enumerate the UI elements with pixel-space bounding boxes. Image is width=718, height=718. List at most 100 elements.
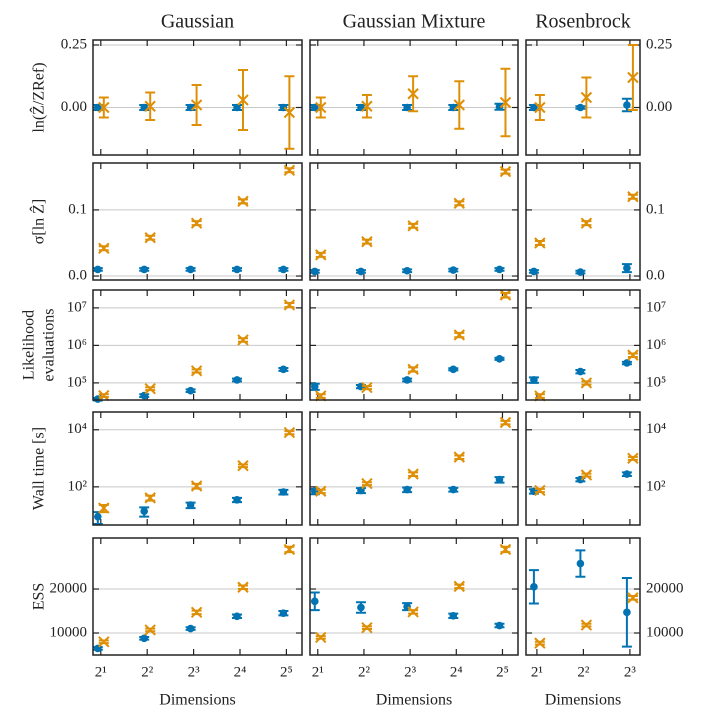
marker-x bbox=[580, 377, 593, 389]
panel-frame bbox=[92, 411, 303, 526]
panel-frame bbox=[525, 39, 641, 156]
marker-dot bbox=[403, 103, 411, 112]
y-tick-label: 20000 bbox=[646, 580, 684, 596]
marker-x bbox=[453, 99, 466, 111]
marker-dot bbox=[576, 559, 585, 568]
panel-title: Rosenbrock bbox=[535, 11, 631, 33]
marker-dot bbox=[310, 597, 319, 606]
marker-dot bbox=[449, 485, 458, 494]
panel-frame bbox=[525, 411, 641, 526]
marker-x bbox=[144, 383, 156, 395]
marker-x bbox=[98, 101, 110, 114]
x-tick-label: 2⁵ bbox=[280, 664, 293, 680]
y-tick-label: 10⁵ bbox=[646, 374, 666, 390]
marker-dot bbox=[94, 512, 102, 521]
x-tick-label: 2¹ bbox=[95, 664, 107, 680]
panel-title: Gaussian Mixture bbox=[343, 11, 486, 33]
marker-dot bbox=[186, 265, 195, 274]
panel-frame bbox=[525, 537, 641, 656]
marker-dot bbox=[530, 267, 538, 276]
marker-x bbox=[534, 101, 546, 114]
marker-x bbox=[283, 543, 296, 556]
marker-x bbox=[283, 106, 296, 119]
marker-x bbox=[407, 363, 419, 376]
marker-dot bbox=[495, 265, 504, 274]
marker-dot bbox=[576, 475, 585, 484]
panel-title: Gaussian bbox=[161, 11, 234, 33]
x-tick-label: 2³ bbox=[624, 664, 637, 680]
y-axis-label: ESS bbox=[31, 583, 48, 611]
y-tick-label: 0.0 bbox=[68, 267, 87, 283]
marker-dot bbox=[403, 485, 411, 494]
marker-x bbox=[190, 606, 203, 619]
y-axis-label: evaluations bbox=[41, 309, 58, 382]
y-tick-label: 0.1 bbox=[68, 201, 87, 217]
marker-x bbox=[499, 289, 512, 301]
marker-dot bbox=[279, 265, 288, 274]
marker-x bbox=[98, 502, 110, 514]
marker-x bbox=[407, 220, 419, 232]
x-tick-label: 2² bbox=[358, 664, 371, 680]
panel-frame bbox=[309, 289, 519, 401]
marker-dot bbox=[310, 382, 319, 391]
marker-dot bbox=[233, 612, 241, 621]
marker-dot bbox=[357, 267, 365, 276]
panel-frame bbox=[92, 39, 303, 156]
marker-dot bbox=[186, 386, 195, 395]
marker-dot bbox=[623, 359, 631, 367]
y-tick-label: 10⁷ bbox=[67, 299, 87, 315]
marker-dot bbox=[576, 103, 585, 112]
marker-x bbox=[361, 622, 373, 634]
marker-x bbox=[453, 197, 466, 210]
y-tick-label: 0.25 bbox=[61, 36, 87, 52]
marker-dot bbox=[279, 609, 288, 618]
marker-x bbox=[361, 477, 373, 490]
marker-x bbox=[144, 492, 156, 504]
y-tick-label: 0.0 bbox=[646, 267, 665, 283]
marker-dot bbox=[449, 266, 458, 274]
panel-frame bbox=[92, 537, 303, 656]
marker-dot bbox=[279, 365, 288, 374]
y-tick-label: 10⁶ bbox=[67, 337, 87, 353]
marker-dot bbox=[140, 634, 148, 643]
y-axis-label: ln(Ẑ/ZRef) bbox=[29, 62, 48, 132]
x-tick-label: 2³ bbox=[188, 664, 201, 680]
panel-frame bbox=[309, 39, 519, 156]
panel-frame bbox=[309, 411, 519, 526]
x-tick-label: 2² bbox=[577, 664, 590, 680]
marker-x bbox=[580, 91, 593, 104]
marker-dot bbox=[623, 470, 631, 478]
marker-x bbox=[627, 191, 639, 203]
panel-frame bbox=[92, 162, 303, 281]
marker-x bbox=[627, 71, 639, 84]
marker-dot bbox=[140, 507, 148, 516]
panel-frame bbox=[309, 162, 519, 281]
y-tick-label: 10² bbox=[646, 478, 666, 494]
panel-frame bbox=[525, 162, 641, 281]
marker-x bbox=[283, 426, 296, 439]
marker-x bbox=[361, 100, 373, 112]
y-tick-label: 10000 bbox=[50, 624, 88, 640]
marker-x bbox=[144, 231, 156, 244]
y-tick-label: 10⁴ bbox=[67, 421, 87, 437]
marker-x bbox=[499, 165, 512, 178]
marker-x bbox=[580, 469, 593, 481]
marker-dot bbox=[94, 265, 102, 274]
marker-x bbox=[237, 581, 249, 593]
marker-dot bbox=[495, 354, 504, 363]
marker-dot bbox=[623, 264, 631, 272]
marker-x bbox=[534, 637, 546, 649]
y-tick-label: 10⁵ bbox=[67, 374, 87, 390]
x-axis-label: Dimensions bbox=[376, 692, 452, 709]
marker-dot bbox=[403, 376, 411, 384]
marker-x bbox=[627, 349, 639, 361]
marker-dot bbox=[310, 103, 319, 112]
marker-dot bbox=[310, 267, 319, 276]
y-axis-label: σ[ln Ẑ] bbox=[29, 199, 48, 245]
marker-dot bbox=[233, 103, 241, 112]
marker-x bbox=[315, 390, 327, 402]
marker-dot bbox=[495, 621, 504, 630]
panel-frame bbox=[525, 289, 641, 401]
marker-x bbox=[190, 217, 203, 229]
